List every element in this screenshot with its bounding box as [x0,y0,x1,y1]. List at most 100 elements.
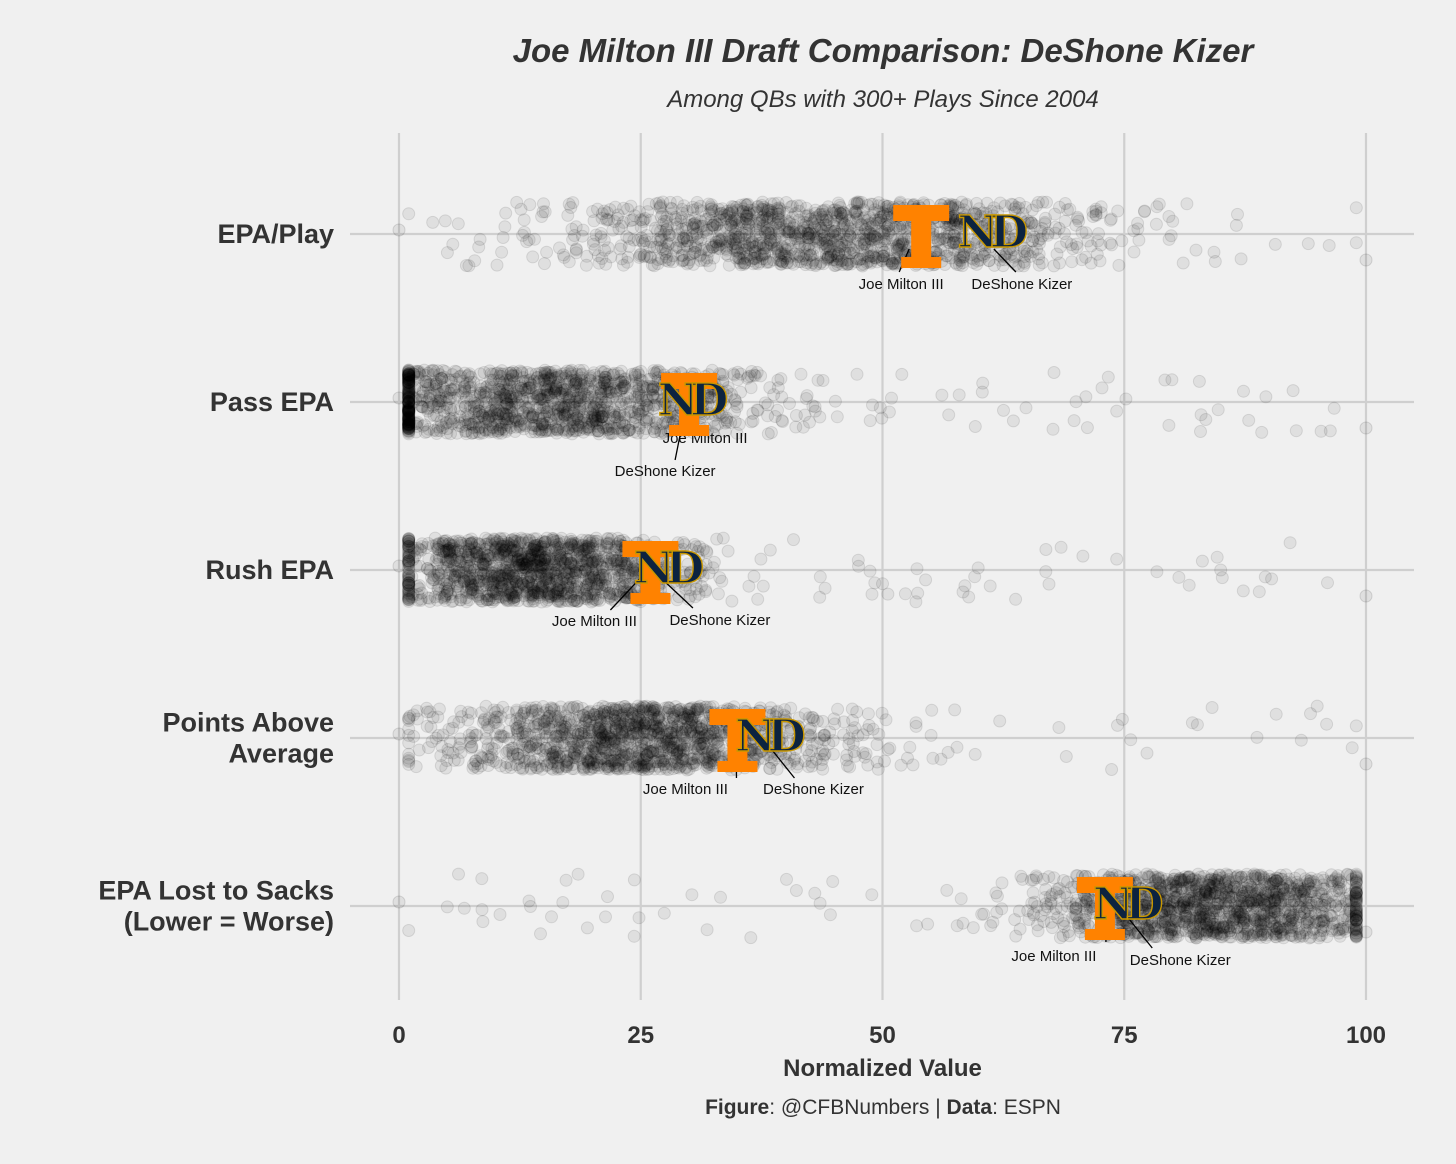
data-point [1009,258,1023,272]
data-point [1176,256,1190,270]
data-point [882,405,896,419]
data-point [853,236,867,250]
data-point [877,249,891,263]
data-point [495,245,509,259]
data-point [1072,214,1086,228]
data-point [503,569,517,583]
data-point [1349,201,1363,215]
data-point [711,587,725,601]
data-point [647,240,661,254]
data-point [787,219,801,233]
data-point [957,250,971,264]
data-point [423,595,437,608]
data-point [1054,540,1068,554]
data-point [1211,403,1225,417]
data-point [898,587,912,601]
data-point [1124,733,1138,747]
data-point [600,554,614,568]
data-point [594,539,608,553]
data-point [1138,204,1152,218]
data-point [1110,404,1124,418]
data-point [580,590,594,604]
data-point [580,249,594,263]
data-point [1095,381,1109,395]
data-point [975,385,989,399]
data-point [872,196,886,210]
data-point [501,366,515,380]
data-point [1076,549,1090,563]
data-point [1119,392,1133,406]
data-point [599,572,613,586]
data-point [526,250,540,264]
data-point [863,414,877,428]
data-point [830,410,844,424]
data-point [803,226,817,240]
data-point [750,365,764,379]
data-point [402,536,416,550]
data-point [576,223,590,237]
data-point [562,197,576,211]
data-point [474,574,487,588]
data-point [567,378,581,391]
data-point [768,410,782,423]
data-point [581,556,594,570]
data-point [497,532,511,546]
data-point [669,241,683,255]
data-point [863,228,877,242]
data-point [811,373,825,387]
data-point [1166,214,1180,228]
data-point [1283,536,1297,550]
data-point [742,579,756,593]
data-point [952,216,966,230]
data-point [496,231,510,244]
data-point [744,415,758,429]
data-point [468,254,482,268]
data-point [700,546,714,559]
data-point [751,403,765,417]
data-point [437,404,451,418]
data-point [1189,243,1203,257]
data-point [458,382,472,396]
data-point [1286,384,1300,398]
data-point [474,386,488,400]
data-point [967,217,981,231]
data-point [1047,366,1061,379]
data-point [532,375,546,389]
data-point [595,207,609,221]
data-point [539,423,553,437]
data-point [820,213,834,227]
data-point [460,408,474,421]
data-point [1065,255,1079,269]
data-point [1019,200,1033,214]
data-point [1231,207,1244,221]
data-point [787,257,800,271]
data-point [1039,565,1053,579]
data-point [1047,259,1061,273]
data-point [1199,413,1213,426]
data-point [477,546,491,560]
data-point [552,420,566,434]
data-point [636,393,649,407]
data-point [686,220,700,234]
data-point [537,557,551,571]
data-point [813,590,827,604]
data-point [1229,218,1243,232]
data-point [707,251,721,265]
data-point [1019,401,1033,415]
data-point [1006,414,1020,428]
data-point [801,226,815,240]
data-point [852,559,865,573]
data-point [1237,384,1250,398]
data-point [740,208,754,222]
data-point [683,253,696,267]
data-point [1359,421,1373,435]
data-point [440,246,454,260]
data-point [490,258,504,272]
data-point [486,420,500,434]
data-point [438,214,452,228]
data-point [1359,253,1373,267]
data-point [435,372,449,386]
data-point [640,415,653,429]
data-point [720,204,734,218]
